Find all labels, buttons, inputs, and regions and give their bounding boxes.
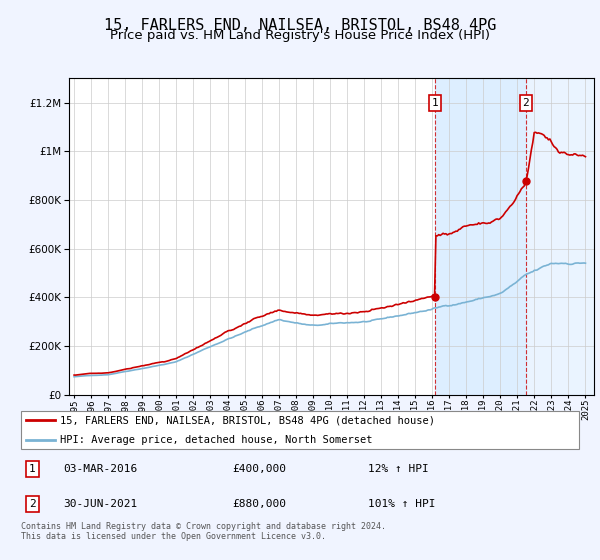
Text: 101% ↑ HPI: 101% ↑ HPI bbox=[368, 499, 435, 509]
Text: 1: 1 bbox=[431, 98, 439, 108]
Text: 12% ↑ HPI: 12% ↑ HPI bbox=[368, 464, 428, 474]
Text: 15, FARLERS END, NAILSEA, BRISTOL, BS48 4PG (detached house): 15, FARLERS END, NAILSEA, BRISTOL, BS48 … bbox=[60, 415, 436, 425]
Text: £880,000: £880,000 bbox=[232, 499, 286, 509]
Bar bbox=[435, 78, 526, 395]
Text: HPI: Average price, detached house, North Somerset: HPI: Average price, detached house, Nort… bbox=[60, 435, 373, 445]
Text: Price paid vs. HM Land Registry's House Price Index (HPI): Price paid vs. HM Land Registry's House … bbox=[110, 29, 490, 42]
Text: £400,000: £400,000 bbox=[232, 464, 286, 474]
Text: Contains HM Land Registry data © Crown copyright and database right 2024.
This d: Contains HM Land Registry data © Crown c… bbox=[21, 522, 386, 542]
Text: 30-JUN-2021: 30-JUN-2021 bbox=[63, 499, 137, 509]
Bar bbox=[526, 78, 600, 395]
FancyBboxPatch shape bbox=[21, 411, 579, 449]
Text: 2: 2 bbox=[523, 98, 529, 108]
Text: 15, FARLERS END, NAILSEA, BRISTOL, BS48 4PG: 15, FARLERS END, NAILSEA, BRISTOL, BS48 … bbox=[104, 18, 496, 33]
Text: 1: 1 bbox=[29, 464, 35, 474]
Text: 2: 2 bbox=[29, 499, 35, 509]
Text: 03-MAR-2016: 03-MAR-2016 bbox=[63, 464, 137, 474]
